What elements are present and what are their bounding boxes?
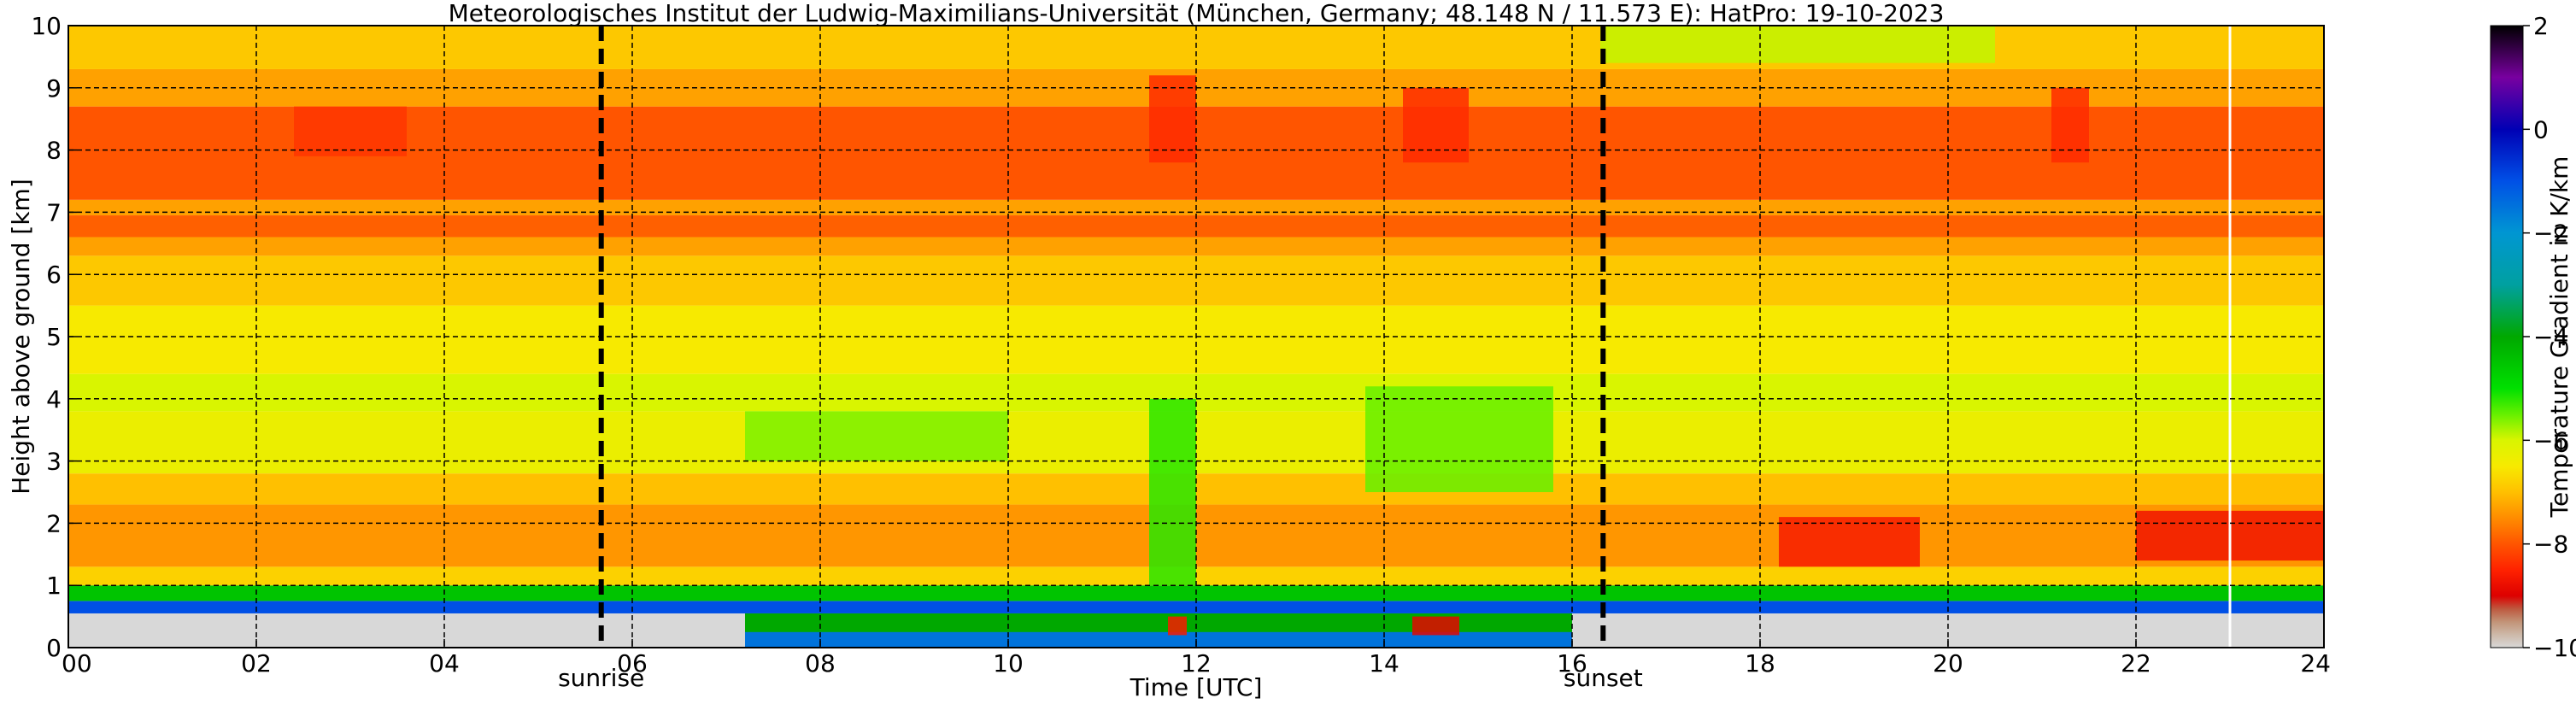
x-tick-label: 20 [1933, 649, 1963, 678]
colorbar-tick-label: −8 [2533, 531, 2568, 559]
y-axis-ticks: 0 1 2 3 4 5 6 7 8 9 10 [31, 12, 77, 662]
chart-title: Meteorologisches Institut der Ludwig-Max… [449, 0, 1945, 27]
x-axis-ticks: 00 02 04 06 08 10 12 14 16 18 20 22 24 [62, 639, 2331, 678]
colorbar: 2 0 −2 −4 −6 −8 −10 Temperature Gradient in K/… [2490, 12, 2576, 662]
heat-feature [745, 411, 1008, 461]
y-tick-label: 5 [46, 323, 62, 351]
x-tick-label: 16 [1557, 649, 1587, 678]
y-axis-label: Height above ground [km] [7, 179, 35, 495]
heat-feature [1779, 517, 1920, 567]
x-tick-label: 06 [617, 649, 648, 678]
sunrise-label: sunrise [558, 664, 644, 692]
y-tick-label: 1 [46, 572, 62, 600]
x-tick-label: 22 [2121, 649, 2151, 678]
heat-feature [1149, 75, 1196, 163]
y-tick-label: 3 [46, 448, 62, 476]
x-tick-label: 00 [62, 649, 92, 678]
heat-feature [1403, 87, 1469, 163]
colorbar-tick-label: 2 [2533, 12, 2549, 40]
colorbar-gradient [2490, 25, 2524, 648]
colorbar-tick-label: −6 [2533, 426, 2568, 455]
x-tick-label: 04 [429, 649, 460, 678]
x-tick-label: 14 [1369, 649, 1399, 678]
x-tick-label: 18 [1745, 649, 1775, 678]
grid-lines [68, 26, 2324, 648]
sunset-label: sunset [1564, 664, 1643, 692]
colorbar-tick-label: −4 [2533, 323, 2568, 351]
colorbar-tick-label: −2 [2533, 220, 2568, 248]
heat-feature [1365, 386, 1553, 492]
y-tick-label: 4 [46, 385, 62, 414]
colorbar-tick-label: 0 [2533, 115, 2549, 144]
heat-feature [294, 106, 407, 156]
heat-layer [68, 255, 2324, 306]
y-tick-label: 0 [46, 634, 62, 662]
y-tick-label: 6 [46, 261, 62, 289]
y-tick-label: 8 [46, 137, 62, 165]
heat-feature [1600, 26, 1995, 63]
heat-feature [1412, 616, 1459, 636]
y-tick-label: 10 [31, 12, 62, 40]
x-tick-label: 24 [2300, 649, 2331, 678]
x-tick-label: 08 [805, 649, 836, 678]
heat-feature [2051, 87, 2089, 163]
y-tick-label: 9 [46, 74, 62, 103]
heat-surface-mix [745, 631, 1572, 648]
colorbar-ticks: 2 0 −2 −4 −6 −8 −10 [2523, 12, 2576, 662]
x-axis-label: Time [UTC] [1130, 673, 1263, 701]
y-tick-label: 7 [46, 198, 62, 226]
sun-markers: sunrise sunset [558, 26, 1643, 692]
colorbar-label: Temperature Gradient in K/km [2545, 156, 2573, 519]
colorbar-tick-label: −10 [2533, 634, 2576, 662]
heat-feature [1149, 398, 1196, 586]
x-tick-label: 12 [1181, 649, 1212, 678]
heat-feature [1168, 616, 1187, 636]
x-tick-label: 02 [241, 649, 272, 678]
y-tick-label: 2 [46, 509, 62, 537]
x-tick-label: 10 [993, 649, 1024, 678]
